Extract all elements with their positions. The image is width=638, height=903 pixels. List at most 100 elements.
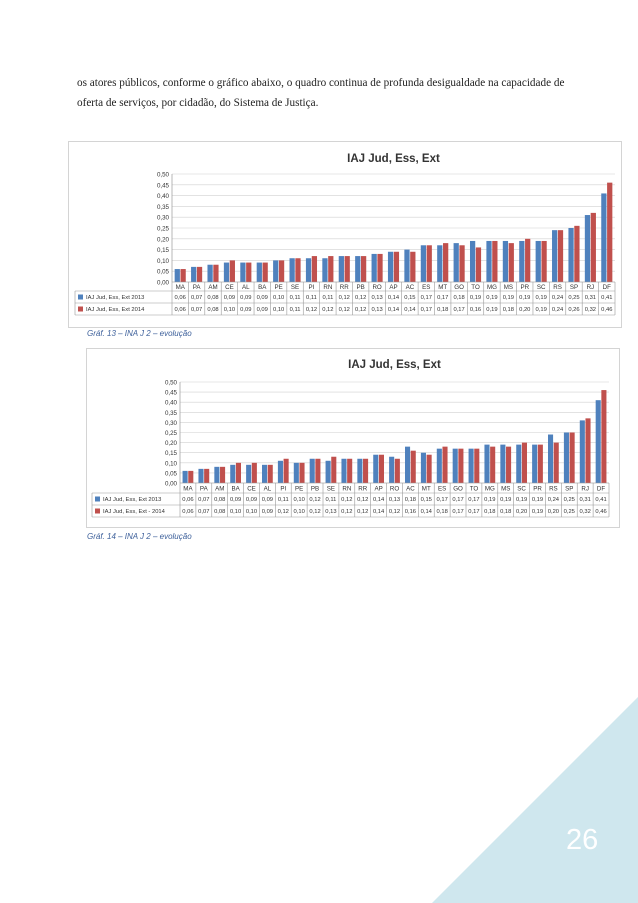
data-label: 0,31 [585,295,596,301]
bar-series-2 [443,243,449,282]
data-label: 0,19 [484,497,495,503]
x-category-label: PI [309,284,315,291]
x-category-label: SE [327,486,335,493]
data-label: 0,07 [191,295,202,301]
bar-series-1 [309,458,315,483]
bar-series-2 [246,262,252,282]
body-paragraph: os atores públicos, conforme o gráfico a… [77,77,565,109]
data-label: 0,17 [421,307,432,313]
y-tick-label: 0,25 [157,226,170,233]
x-category-label: MG [485,486,495,493]
x-category-label: SC [517,486,526,493]
bar-series-2 [299,462,305,483]
bar-series-2 [590,212,596,282]
x-category-label: PB [311,486,319,493]
y-tick-label: 0,20 [165,440,178,447]
data-label: 0,12 [322,307,333,313]
bar-series-1 [256,262,262,282]
chart-title: IAJ Jud, Ess, Ext [347,153,440,165]
x-category-label: RO [372,284,381,291]
x-category-label: PB [357,284,365,291]
bar-series-2 [442,446,448,483]
data-label: 0,24 [548,497,560,503]
data-label: 0,18 [503,307,514,313]
bar-series-1 [289,258,295,282]
data-label: 0,19 [536,295,547,301]
bar-series-1 [214,466,220,483]
bar-series-2 [475,247,482,282]
data-label: 0,19 [519,295,530,301]
bar-series-1 [198,468,204,483]
data-label: 0,19 [536,307,547,313]
data-label: 0,12 [306,307,317,313]
x-category-label: PA [200,486,209,493]
bar-series-1 [532,444,538,483]
bar-series-1 [469,240,476,282]
data-label: 0,26 [568,307,579,313]
bar-series-2 [585,418,591,483]
data-label: 0,14 [373,497,385,503]
x-category-label: RS [553,284,562,291]
y-tick-label: 0,10 [157,258,170,265]
x-category-label: TO [470,486,479,493]
data-label: 0,08 [207,307,218,313]
data-label: 0,24 [552,307,564,313]
bar-series-2 [328,256,334,282]
y-tick-label: 0,45 [157,182,170,189]
data-label: 0,41 [601,295,612,301]
bar-series-1 [548,434,554,483]
bar-series-1 [601,193,607,282]
legend-label: IAJ Jud, Ess, Ext 2013 [103,497,161,503]
data-label: 0,19 [486,295,497,301]
x-category-label: MS [504,284,513,291]
x-category-label: MA [176,284,186,291]
bar-series-2 [394,458,400,483]
bar-series-2 [295,258,301,282]
data-label: 0,09 [224,295,235,301]
data-label: 0,14 [404,307,416,313]
legend-swatch [95,508,100,514]
data-label: 0,11 [290,295,301,301]
y-tick-label: 0,40 [157,193,170,200]
x-category-label: AP [374,486,382,493]
chart-caption: Gráf. 13 – INA J 2 – evolução [87,329,192,338]
bar-series-1 [468,448,474,483]
bar-series-2 [601,390,607,483]
bar-series-2 [360,256,367,282]
bar-series-1 [387,251,394,282]
bar-series-1 [484,444,490,483]
data-label: 0,08 [214,509,225,515]
x-category-label: SP [570,284,578,291]
x-category-label: SP [565,486,573,493]
data-label: 0,41 [595,497,606,503]
bar-series-2 [262,262,268,282]
bar-series-2 [521,442,527,483]
legend-label: IAJ Jud, Ess, Ext 2014 [86,307,145,313]
data-label: 0,12 [355,295,366,301]
bar-series-1 [174,269,180,282]
data-label: 0,46 [601,307,612,313]
data-label: 0,09 [246,497,257,503]
data-label: 0,18 [437,509,448,515]
data-label: 0,12 [339,307,350,313]
data-label: 0,16 [470,307,481,313]
bar-series-2 [506,446,512,483]
chart-title: IAJ Jud, Ess, Ext [348,359,441,371]
y-tick-label: 0,20 [157,236,170,243]
y-tick-label: 0,40 [165,400,178,407]
bar-series-1 [389,456,395,483]
page-number: 26 [566,824,599,856]
x-category-label: AL [242,284,250,291]
bar-series-1 [486,240,492,282]
x-category-label: RJ [581,486,589,493]
data-label: 0,18 [405,497,416,503]
data-label: 0,32 [580,509,591,515]
data-label: 0,18 [484,509,495,515]
data-label: 0,08 [214,497,225,503]
x-category-label: MA [183,486,193,493]
bar-series-2 [426,245,432,282]
bar-series-1 [182,470,188,483]
x-category-label: PA [193,284,202,291]
bar-series-1 [207,264,213,282]
bar-series-2 [278,260,285,282]
